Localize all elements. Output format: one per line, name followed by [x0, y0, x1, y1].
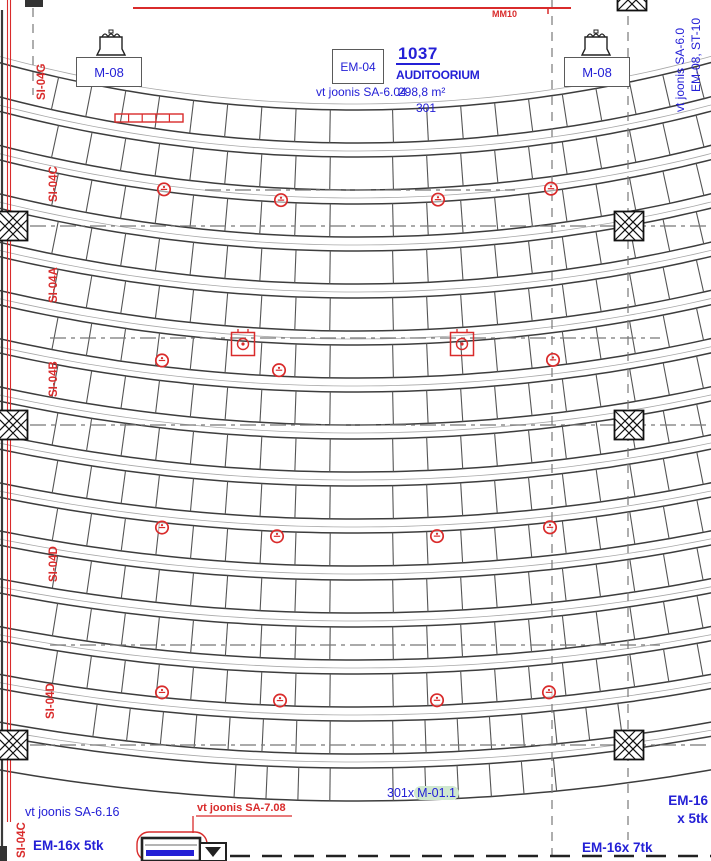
- red-markers: [114, 7, 571, 123]
- speaker-icon: [545, 352, 561, 367]
- speaker-icons: [154, 181, 561, 708]
- speaker-icon: [154, 353, 170, 368]
- duct-labels-left: SI-04G SI-04C SI-04A SI-04B SI-04D SI-04…: [16, 64, 60, 858]
- duct-label-si-04c: SI-04C: [48, 166, 60, 202]
- speaker-icon: [269, 529, 285, 544]
- speaker-icon: [156, 182, 172, 197]
- duct-label-si-04a: SI-04A: [48, 267, 60, 303]
- speaker-icon: [543, 181, 559, 196]
- seating-rows: [0, 55, 711, 802]
- column-icon: [0, 409, 29, 441]
- red-trunking-icon: [114, 113, 184, 123]
- column-icons: [0, 0, 648, 761]
- column-icon: [0, 210, 29, 242]
- duct-label-si-04d-2: SI-04D: [45, 683, 57, 719]
- duct-label-si-04d-1: SI-04D: [48, 546, 60, 582]
- bottom-equipment: [136, 815, 292, 861]
- speaker-icon: [273, 193, 289, 208]
- speaker-icon: [542, 520, 558, 535]
- projector-symbol: [449, 329, 475, 357]
- speaker-icon: [154, 520, 170, 535]
- speaker-icon: [429, 693, 445, 708]
- speaker-icon: [541, 685, 557, 700]
- duct-label-si-04c-2: SI-04C: [16, 822, 28, 858]
- speaker-icon: [154, 685, 170, 700]
- speaker-icon: [430, 192, 446, 207]
- duct-label-si-04b: SI-04B: [48, 361, 60, 397]
- projector-symbols: [230, 329, 475, 357]
- speaker-icon: [429, 529, 445, 544]
- duct-label-si-04g: SI-04G: [36, 64, 48, 100]
- av-equipment-box: [140, 836, 202, 861]
- column-icon: [0, 729, 29, 761]
- ref-labels-right: vt joonis SA-6.0 EM-08, ST-10: [673, 18, 703, 112]
- speaker-icon: [272, 693, 288, 708]
- m08-projector-icons: [95, 29, 612, 56]
- right-ref-drawing: vt joonis SA-6.0: [673, 28, 687, 112]
- column-icon: [616, 0, 648, 12]
- speaker-icon: [271, 363, 287, 378]
- projector-symbol: [230, 329, 256, 357]
- column-icon: [613, 409, 645, 441]
- beamer-icon: [95, 29, 127, 56]
- column-icon: [613, 210, 645, 242]
- right-ref-tags: EM-08, ST-10: [689, 18, 703, 92]
- column-icon: [613, 729, 645, 761]
- beamer-icon: [580, 29, 612, 56]
